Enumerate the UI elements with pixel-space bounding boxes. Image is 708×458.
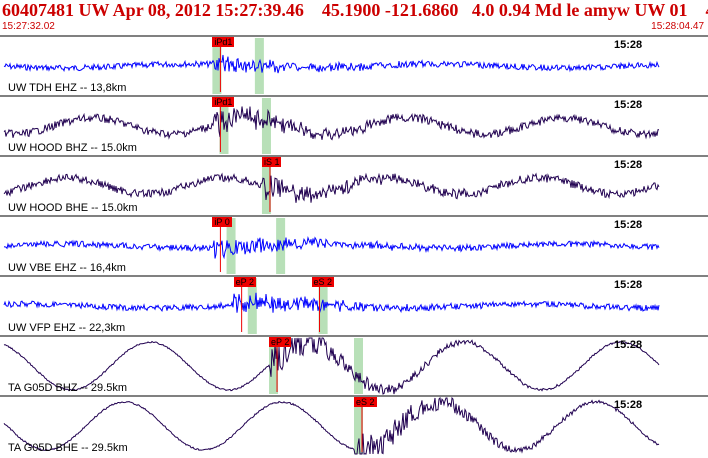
pick-label[interactable]: eS 2 [311,277,335,287]
pick-window [261,158,271,214]
event-header: 60407481 UW Apr 08, 2012 15:27:39.46 45.… [2,0,708,20]
station-label: UW HOOD BHZ -- 15.0km [8,142,137,154]
pick-label[interactable]: eS 2 [354,397,377,407]
time-tick-label: 15:28 [614,339,643,351]
station-label: TA G05D BHZ -- 29.5km [8,382,127,394]
waveform-trace [3,235,660,260]
pick-label[interactable]: iP 0 [212,217,232,227]
station-label: UW VBE EHZ -- 16,4km [8,262,126,274]
pick-label[interactable]: iS 1 [261,157,282,167]
pick-window [247,278,257,334]
time-tick-label: 15:28 [614,279,643,291]
time-tick-label: 15:28 [614,39,643,51]
start-time: 15:27:32.02 [2,21,55,32]
station-label: UW HOOD BHE -- 15.0km [8,202,138,214]
pick-window [226,218,236,274]
station-label: UW TDH EHZ -- 13,8km [8,82,127,94]
pick-window [354,398,363,454]
waveform-trace [3,106,660,141]
waveform-trace [3,396,660,455]
time-tick-label: 15:28 [614,99,643,111]
waveform-trace [3,337,660,395]
pick-label[interactable]: iPd1 [212,97,235,107]
station-label: UW VFP EHZ -- 22,3km [8,322,126,334]
waveform-trace [3,292,660,314]
pick-label[interactable]: eP 2 [269,337,292,347]
waveform-trace [3,54,660,74]
time-tick-label: 15:28 [614,159,643,171]
time-tick-label: 15:28 [614,219,643,231]
pick-window [261,98,271,154]
pick-label[interactable]: iPd1 [212,37,235,47]
pick-window [354,338,363,394]
waveform-trace [3,172,660,203]
station-label: TA G05D BHE -- 29.5km [8,442,128,454]
time-tick-label: 15:28 [614,399,643,411]
end-time: 15:28:04.47 [651,21,704,32]
pick-window [212,38,222,94]
pick-window [254,38,264,94]
pick-label[interactable]: eP 2 [233,277,256,287]
pick-window [276,218,286,274]
